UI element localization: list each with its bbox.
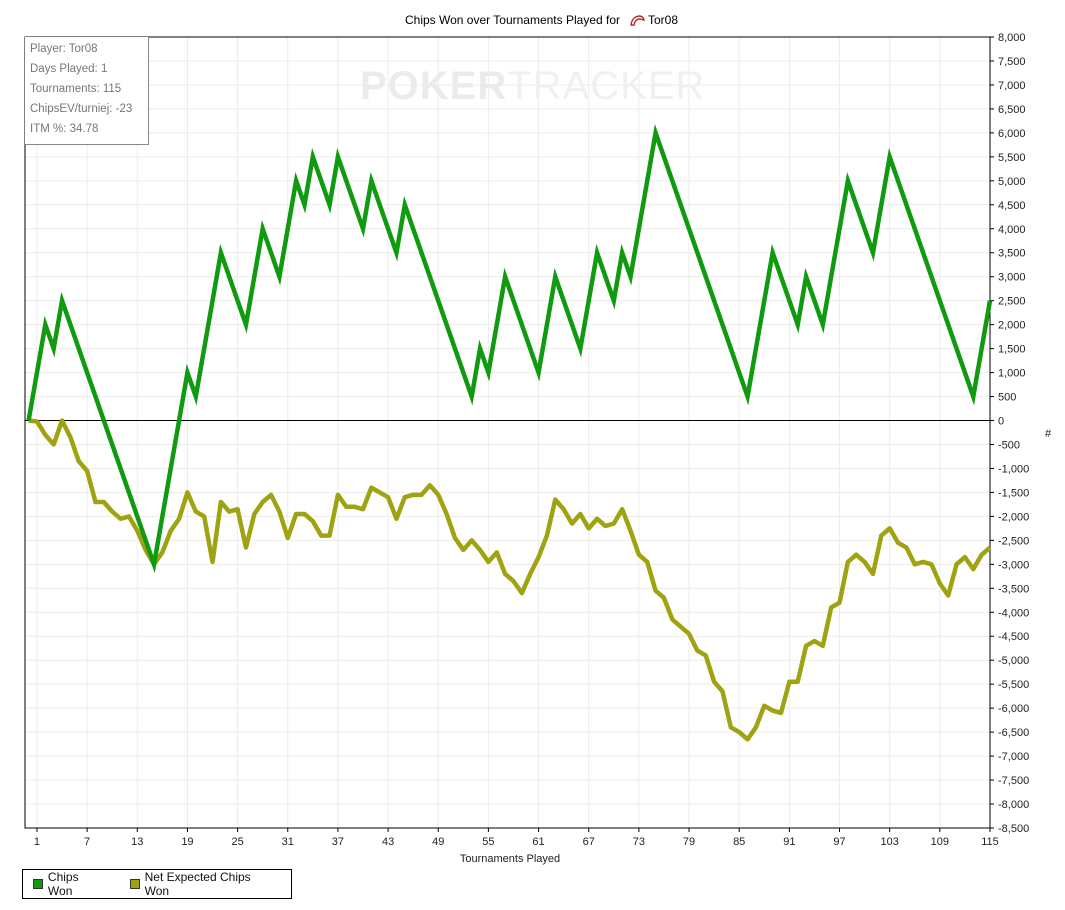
x-tick-label: 37 — [332, 836, 344, 848]
x-tick-label: 7 — [84, 836, 90, 848]
y-tick-label: 5,000 — [998, 176, 1026, 188]
y-tick-label: 0 — [998, 416, 1004, 428]
x-tick-label: 103 — [881, 836, 899, 848]
player-site-icon — [630, 15, 645, 26]
series-line-net-expected-chips-won — [28, 418, 992, 742]
y-tick-label: 7,000 — [998, 80, 1026, 92]
legend-swatch-net-expected — [129, 879, 140, 889]
x-tick-label: 115 — [981, 836, 999, 848]
y-tick-label: -4,000 — [998, 607, 1029, 619]
y-tick-label: -7,000 — [998, 751, 1029, 763]
y-tick-label: 5,500 — [998, 152, 1026, 164]
info-tournaments: Tournaments: 115 — [30, 83, 122, 95]
legend-item-chips-won[interactable]: Chips Won — [33, 870, 106, 898]
y-tick-label: -1,500 — [998, 487, 1029, 499]
legend-item-net-expected[interactable]: Net Expected Chips Won — [129, 870, 277, 898]
grid — [25, 36, 991, 829]
player-info-box: Player: Tor08 Days Played: 1 Tournaments… — [25, 37, 149, 145]
x-tick-label: 97 — [833, 836, 845, 848]
y-tick-label: 6,500 — [998, 104, 1026, 116]
watermark-part2: TRACKER — [507, 64, 706, 108]
y-tick-label: -8,000 — [998, 799, 1029, 811]
legend-label: Chips Won — [47, 870, 79, 898]
y-tick-labels: 8,000 7,500 7,000 6,500 6,000 5,500 5,000 4,500… — [998, 32, 1029, 835]
y-tick-label: 4,000 — [998, 224, 1026, 236]
y-tick-label: -3,000 — [998, 559, 1029, 571]
x-tick-label: 43 — [382, 836, 394, 848]
info-itm: ITM %: 34.78 — [30, 123, 99, 135]
axes — [24, 36, 994, 832]
watermark-part1: POKER — [360, 64, 508, 108]
y-tick-label: 500 — [998, 392, 1016, 404]
y-tick-label: 3,000 — [998, 272, 1026, 284]
y-tick-label: 2,000 — [998, 320, 1026, 332]
y-tick-label: -2,500 — [998, 535, 1029, 547]
chart-title: Chips Won over Tournaments Played for — [405, 13, 620, 27]
x-tick-label: 1 — [34, 836, 40, 848]
y-tick-label: -5,500 — [998, 679, 1029, 691]
x-tick-label: 49 — [432, 836, 444, 848]
chart-title-player: Tor08 — [648, 13, 678, 27]
y-tick-label: -4,500 — [998, 631, 1029, 643]
y-tick-label: 6,000 — [998, 128, 1026, 140]
x-tick-label: 109 — [931, 836, 949, 848]
y-tick-label: 8,000 — [998, 32, 1026, 44]
pokertracker-watermark: POKERTRACKER — [360, 64, 705, 109]
y-tick-label: -6,000 — [998, 703, 1029, 715]
legend: Chips Won Net Expected Chips Won — [22, 869, 292, 899]
y-tick-label: 3,500 — [998, 248, 1026, 260]
y-tick-label: -3,500 — [998, 583, 1029, 595]
plot-frame — [24, 36, 991, 829]
x-tick-label: 85 — [733, 836, 745, 848]
y-tick-label: -6,500 — [998, 727, 1029, 739]
y-tick-label: -8,500 — [998, 823, 1029, 835]
x-tick-label: 13 — [131, 836, 143, 848]
x-tick-labels: 1 7 13 19 25 31 37 43 49 55 61 67 73 79 85 91 97 103 109 11… — [34, 836, 999, 848]
y-tick-label: 4,500 — [998, 200, 1026, 212]
x-tick-label: 73 — [633, 836, 645, 848]
y-tick-label: 1,000 — [998, 368, 1026, 380]
legend-swatch-chips-won — [33, 879, 43, 889]
x-axis-label: Tournaments Played — [460, 853, 560, 865]
y-tick-label: -1,000 — [998, 463, 1029, 475]
y-tick-label: -7,500 — [998, 775, 1029, 787]
x-tick-label: 55 — [482, 836, 494, 848]
info-days-played: Days Played: 1 — [30, 63, 108, 75]
y-tick-label: 2,500 — [998, 296, 1026, 308]
y-tick-label: 7,500 — [998, 56, 1026, 68]
x-tick-label: 61 — [532, 836, 544, 848]
x-tick-label: 25 — [231, 836, 243, 848]
x-tick-label: 19 — [181, 836, 193, 848]
series-line-chips-won — [26, 123, 993, 574]
y-tick-label: -500 — [998, 439, 1020, 451]
x-tick-label: 79 — [683, 836, 695, 848]
info-player: Player: Tor08 — [30, 43, 98, 55]
y-tick-label: 1,500 — [998, 344, 1026, 356]
y-axis-label: # — [1045, 428, 1052, 440]
y-tick-label: -2,000 — [998, 511, 1029, 523]
y-tick-label: -5,000 — [998, 655, 1029, 667]
info-chips-ev: ChipsEV/turniej: -23 — [30, 103, 133, 115]
x-tick-label: 67 — [583, 836, 595, 848]
x-tick-label: 31 — [282, 836, 294, 848]
legend-label: Net Expected Chips Won — [144, 870, 251, 898]
x-tick-label: 91 — [783, 836, 795, 848]
series-lines — [26, 123, 993, 742]
